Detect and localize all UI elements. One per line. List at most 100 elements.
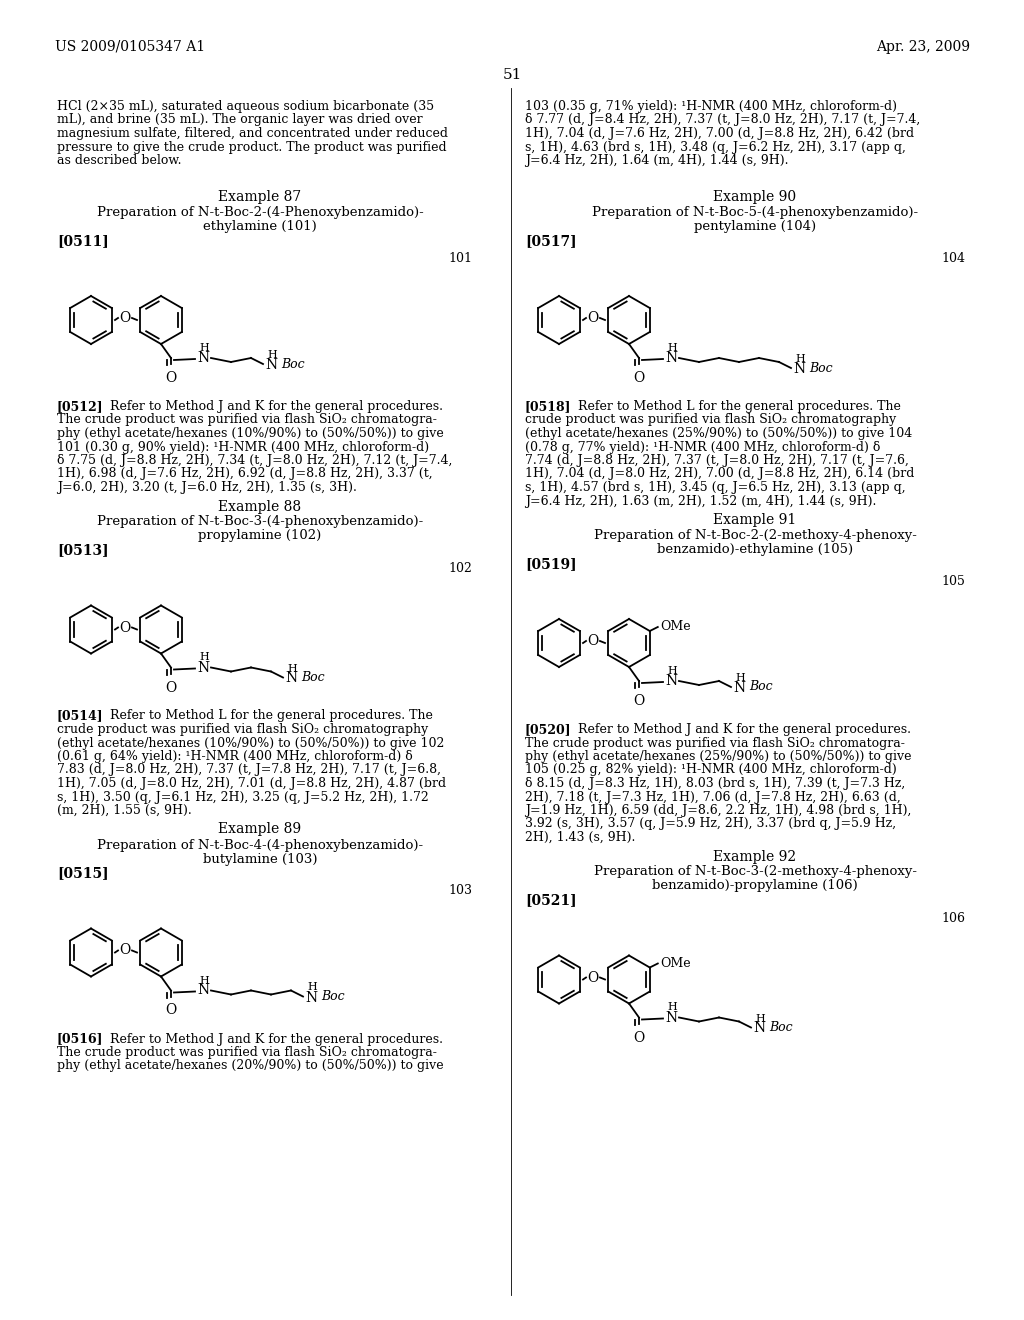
Text: phy (ethyl acetate/hexanes (20%/90%) to (50%/50%)) to give: phy (ethyl acetate/hexanes (20%/90%) to …	[57, 1060, 443, 1072]
Text: J=6.0, 2H), 3.20 (t, J=6.0 Hz, 2H), 1.35 (s, 3H).: J=6.0, 2H), 3.20 (t, J=6.0 Hz, 2H), 1.35…	[57, 480, 357, 494]
Text: J=6.4 Hz, 2H), 1.63 (m, 2H), 1.52 (m, 4H), 1.44 (s, 9H).: J=6.4 Hz, 2H), 1.63 (m, 2H), 1.52 (m, 4H…	[525, 495, 877, 507]
Text: s, 1H), 3.50 (q, J=6.1 Hz, 2H), 3.25 (q, J=5.2 Hz, 2H), 1.72: s, 1H), 3.50 (q, J=6.1 Hz, 2H), 3.25 (q,…	[57, 791, 429, 804]
Text: 105 (0.25 g, 82% yield): ¹H-NMR (400 MHz, chloroform-d): 105 (0.25 g, 82% yield): ¹H-NMR (400 MHz…	[525, 763, 897, 776]
Text: H: H	[287, 664, 297, 673]
Text: s, 1H), 4.57 (brd s, 1H), 3.45 (q, J=6.5 Hz, 2H), 3.13 (app q,: s, 1H), 4.57 (brd s, 1H), 3.45 (q, J=6.5…	[525, 480, 905, 494]
Text: Boc: Boc	[809, 362, 833, 375]
Text: crude product was purified via flash SiO₂ chromatography: crude product was purified via flash SiO…	[525, 413, 896, 426]
Text: O: O	[120, 944, 131, 957]
Text: 1H), 7.05 (d, J=8.0 Hz, 2H), 7.01 (d, J=8.8 Hz, 2H), 4.87 (brd: 1H), 7.05 (d, J=8.0 Hz, 2H), 7.01 (d, J=…	[57, 777, 446, 789]
Text: HCl (2×35 mL), saturated aqueous sodium bicarbonate (35: HCl (2×35 mL), saturated aqueous sodium …	[57, 100, 434, 114]
Text: butylamine (103): butylamine (103)	[203, 853, 317, 866]
Text: H: H	[267, 350, 276, 360]
Text: H: H	[199, 975, 209, 986]
Text: phy (ethyl acetate/hexanes (10%/90%) to (50%/50%)) to give: phy (ethyl acetate/hexanes (10%/90%) to …	[57, 426, 443, 440]
Text: (ethyl acetate/hexanes (25%/90%) to (50%/50%)) to give 104: (ethyl acetate/hexanes (25%/90%) to (50%…	[525, 426, 912, 440]
Text: O: O	[588, 312, 599, 325]
Text: Refer to Method L for the general procedures. The: Refer to Method L for the general proced…	[562, 400, 901, 413]
Text: (ethyl acetate/hexanes (10%/90%) to (50%/50%)) to give 102: (ethyl acetate/hexanes (10%/90%) to (50%…	[57, 737, 444, 750]
Text: [0518]: [0518]	[525, 400, 571, 413]
Text: Boc: Boc	[749, 681, 773, 693]
Text: 101: 101	[449, 252, 472, 265]
Text: 1H), 6.98 (d, J=7.6 Hz, 2H), 6.92 (d, J=8.8 Hz, 2H), 3.37 (t,: 1H), 6.98 (d, J=7.6 Hz, 2H), 6.92 (d, J=…	[57, 467, 432, 480]
Text: Preparation of N-t-Boc-2-(2-methoxy-4-phenoxy-: Preparation of N-t-Boc-2-(2-methoxy-4-ph…	[594, 529, 916, 543]
Text: 103: 103	[449, 884, 472, 898]
Text: H: H	[735, 673, 744, 682]
Text: 2H), 7.18 (t, J=7.3 Hz, 1H), 7.06 (d, J=7.8 Hz, 2H), 6.63 (d,: 2H), 7.18 (t, J=7.3 Hz, 1H), 7.06 (d, J=…	[525, 791, 901, 804]
Text: N: N	[793, 362, 805, 376]
Text: 104: 104	[941, 252, 965, 265]
Text: Refer to Method J and K for the general procedures.: Refer to Method J and K for the general …	[94, 400, 443, 413]
Text: phy (ethyl acetate/hexanes (25%/90%) to (50%/50%)) to give: phy (ethyl acetate/hexanes (25%/90%) to …	[525, 750, 911, 763]
Text: (m, 2H), 1.55 (s, 9H).: (m, 2H), 1.55 (s, 9H).	[57, 804, 191, 817]
Text: Refer to Method J and K for the general procedures.: Refer to Method J and K for the general …	[562, 723, 911, 737]
Text: 106: 106	[941, 912, 965, 924]
Text: O: O	[165, 681, 176, 694]
Text: US 2009/0105347 A1: US 2009/0105347 A1	[55, 40, 205, 54]
Text: O: O	[120, 620, 131, 635]
Text: Example 91: Example 91	[714, 513, 797, 527]
Text: [0513]: [0513]	[57, 544, 109, 557]
Text: O: O	[588, 634, 599, 648]
Text: Preparation of N-t-Boc-5-(4-phenoxybenzamido)-: Preparation of N-t-Boc-5-(4-phenoxybenza…	[592, 206, 919, 219]
Text: 102: 102	[449, 561, 472, 574]
Text: [0515]: [0515]	[57, 866, 109, 880]
Text: 103 (0.35 g, 71% yield): ¹H-NMR (400 MHz, chloroform-d): 103 (0.35 g, 71% yield): ¹H-NMR (400 MHz…	[525, 100, 897, 114]
Text: Refer to Method L for the general procedures. The: Refer to Method L for the general proced…	[94, 710, 433, 722]
Text: crude product was purified via flash SiO₂ chromatography: crude product was purified via flash SiO…	[57, 723, 428, 737]
Text: The crude product was purified via flash SiO₂ chromatogra-: The crude product was purified via flash…	[57, 413, 437, 426]
Text: Apr. 23, 2009: Apr. 23, 2009	[876, 40, 970, 54]
Text: O: O	[120, 312, 131, 325]
Text: Boc: Boc	[321, 990, 345, 1003]
Text: H: H	[667, 667, 677, 676]
Text: O: O	[165, 371, 176, 385]
Text: 1H), 7.04 (d, J=7.6 Hz, 2H), 7.00 (d, J=8.8 Hz, 2H), 6.42 (brd: 1H), 7.04 (d, J=7.6 Hz, 2H), 7.00 (d, J=…	[525, 127, 914, 140]
Text: O: O	[634, 694, 645, 708]
Text: J=1.9 Hz, 1H), 6.59 (dd, J=8.6, 2.2 Hz, 1H), 4.98 (brd s, 1H),: J=1.9 Hz, 1H), 6.59 (dd, J=8.6, 2.2 Hz, …	[525, 804, 911, 817]
Text: H: H	[307, 982, 316, 993]
Text: Refer to Method J and K for the general procedures.: Refer to Method J and K for the general …	[94, 1032, 443, 1045]
Text: δ 8.15 (d, J=8.3 Hz, 1H), 8.03 (brd s, 1H), 7.39 (t, J=7.3 Hz,: δ 8.15 (d, J=8.3 Hz, 1H), 8.03 (brd s, 1…	[525, 777, 905, 789]
Text: [0514]: [0514]	[57, 710, 103, 722]
Text: Example 88: Example 88	[218, 499, 301, 513]
Text: Boc: Boc	[301, 671, 325, 684]
Text: Boc: Boc	[281, 358, 304, 371]
Text: Preparation of N-t-Boc-4-(4-phenoxybenzamido)-: Preparation of N-t-Boc-4-(4-phenoxybenza…	[97, 838, 423, 851]
Text: mL), and brine (35 mL). The organic layer was dried over: mL), and brine (35 mL). The organic laye…	[57, 114, 423, 127]
Text: Boc: Boc	[769, 1020, 793, 1034]
Text: N: N	[753, 1022, 765, 1035]
Text: [0521]: [0521]	[525, 894, 577, 908]
Text: Example 87: Example 87	[218, 190, 302, 205]
Text: [0516]: [0516]	[57, 1032, 103, 1045]
Text: pressure to give the crude product. The product was purified: pressure to give the crude product. The …	[57, 140, 446, 153]
Text: 2H), 1.43 (s, 9H).: 2H), 1.43 (s, 9H).	[525, 832, 635, 843]
Text: benzamido)-ethylamine (105): benzamido)-ethylamine (105)	[657, 543, 853, 556]
Text: Example 92: Example 92	[714, 850, 797, 863]
Text: 3.92 (s, 3H), 3.57 (q, J=5.9 Hz, 2H), 3.37 (brd q, J=5.9 Hz,: 3.92 (s, 3H), 3.57 (q, J=5.9 Hz, 2H), 3.…	[525, 817, 896, 830]
Text: OMe: OMe	[659, 620, 690, 634]
Text: propylamine (102): propylamine (102)	[199, 529, 322, 543]
Text: N: N	[733, 681, 745, 696]
Text: N: N	[305, 990, 317, 1005]
Text: δ 7.75 (d, J=8.8 Hz, 2H), 7.34 (t, J=8.0 Hz, 2H), 7.12 (t, J=7.4,: δ 7.75 (d, J=8.8 Hz, 2H), 7.34 (t, J=8.0…	[57, 454, 453, 467]
Text: OMe: OMe	[659, 957, 690, 970]
Text: (0.61 g, 64% yield): ¹H-NMR (400 MHz, chloroform-d) δ: (0.61 g, 64% yield): ¹H-NMR (400 MHz, ch…	[57, 750, 413, 763]
Text: J=6.4 Hz, 2H), 1.64 (m, 4H), 1.44 (s, 9H).: J=6.4 Hz, 2H), 1.64 (m, 4H), 1.44 (s, 9H…	[525, 154, 788, 168]
Text: as described below.: as described below.	[57, 154, 181, 168]
Text: N: N	[197, 983, 209, 998]
Text: N: N	[197, 660, 209, 675]
Text: N: N	[665, 351, 677, 366]
Text: Example 89: Example 89	[218, 822, 301, 837]
Text: Example 90: Example 90	[714, 190, 797, 205]
Text: pentylamine (104): pentylamine (104)	[694, 220, 816, 234]
Text: N: N	[665, 1011, 677, 1024]
Text: 105: 105	[941, 576, 965, 587]
Text: ethylamine (101): ethylamine (101)	[203, 220, 316, 234]
Text: [0511]: [0511]	[57, 234, 109, 248]
Text: (0.78 g, 77% yield): ¹H-NMR (400 MHz, chloroform-d) δ: (0.78 g, 77% yield): ¹H-NMR (400 MHz, ch…	[525, 441, 881, 454]
Text: H: H	[667, 1002, 677, 1012]
Text: 101 (0.30 g, 90% yield): ¹H-NMR (400 MHz, chloroform-d): 101 (0.30 g, 90% yield): ¹H-NMR (400 MHz…	[57, 441, 429, 454]
Text: [0512]: [0512]	[57, 400, 103, 413]
Text: H: H	[755, 1014, 765, 1023]
Text: H: H	[667, 343, 677, 352]
